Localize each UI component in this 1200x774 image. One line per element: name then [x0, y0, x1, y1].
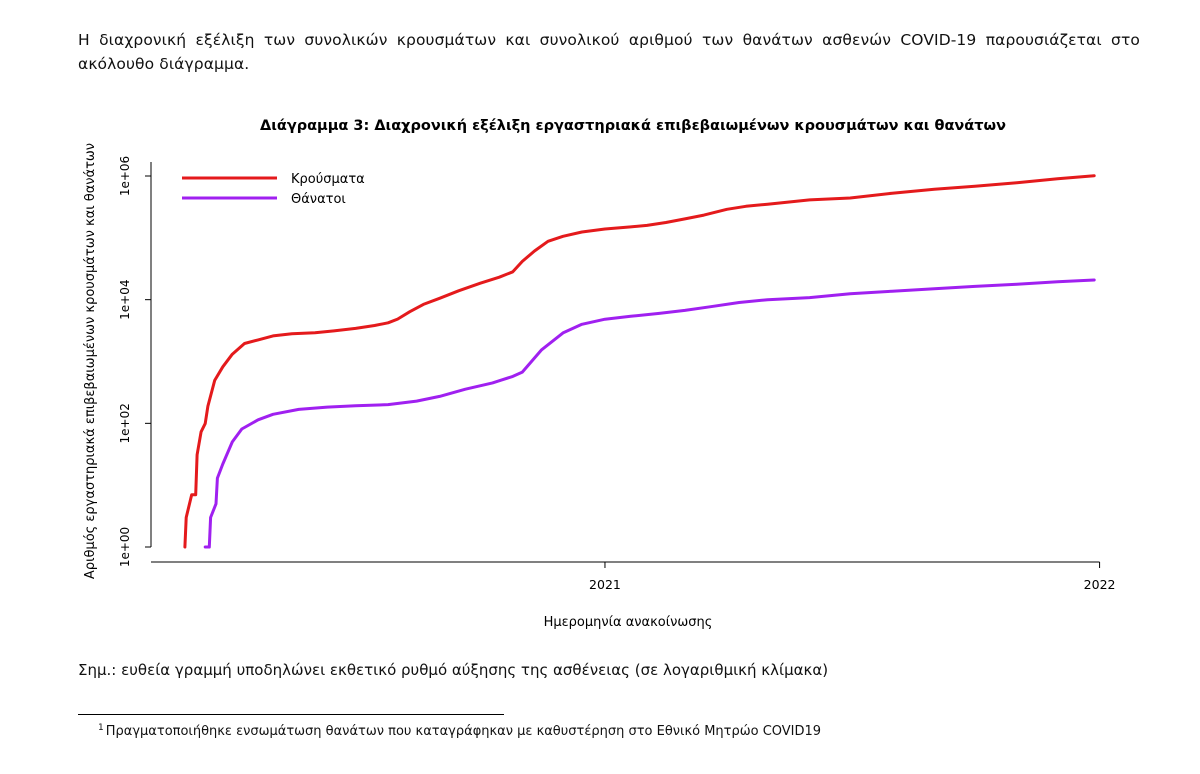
series-line-cases [183, 174, 1096, 549]
y-tick-label: 1e+00 [118, 527, 132, 567]
y-tick-label: 1e+06 [118, 156, 132, 196]
y-tick-label: 1e+04 [118, 279, 132, 319]
series-lines [183, 174, 1096, 549]
footnote-text: Πραγματοποιήθηκε ενσωμάτωση θανάτων που … [105, 724, 822, 739]
y-tick-label: 1e+02 [118, 403, 132, 443]
chart-container: Διάγραμμα 3: Διαχρονική εξέλιξη εργαστηρ… [0, 100, 1200, 640]
x-tick-label: 2021 [589, 577, 621, 592]
intro-paragraph: Η διαχρονική εξέλιξη των συνολικών κρουσ… [78, 31, 1140, 73]
legend: Κρούσματα Θάνατοι [182, 172, 365, 207]
legend-label: Κρούσματα [291, 172, 365, 187]
chart-note: Σημ.: ευθεία γραμμή υποδηλώνει εκθετικό … [78, 661, 829, 679]
axes: 1e+00 1e+02 1e+04 1e+06 2021 2022 [118, 156, 1115, 592]
line-chart: Διάγραμμα 3: Διαχρονική εξέλιξη εργαστηρ… [83, 118, 1115, 630]
footnote: 1 Πραγματοποιήθηκε ενσωμάτωση θανάτων που… [98, 723, 821, 739]
x-axis-label: Ημερομηνία ανακοίνωσης [544, 615, 713, 630]
footnote-marker: 1 [98, 723, 104, 733]
x-tick-label: 2022 [1084, 577, 1116, 592]
y-axis-label: Αριθμός εργαστηριακά επιβεβαιωμένων κρου… [83, 143, 98, 579]
series-line-deaths [203, 278, 1096, 549]
legend-label: Θάνατοι [291, 192, 346, 207]
chart-title: Διάγραμμα 3: Διαχρονική εξέλιξη εργαστηρ… [260, 118, 1006, 134]
footnote-divider [78, 714, 504, 715]
